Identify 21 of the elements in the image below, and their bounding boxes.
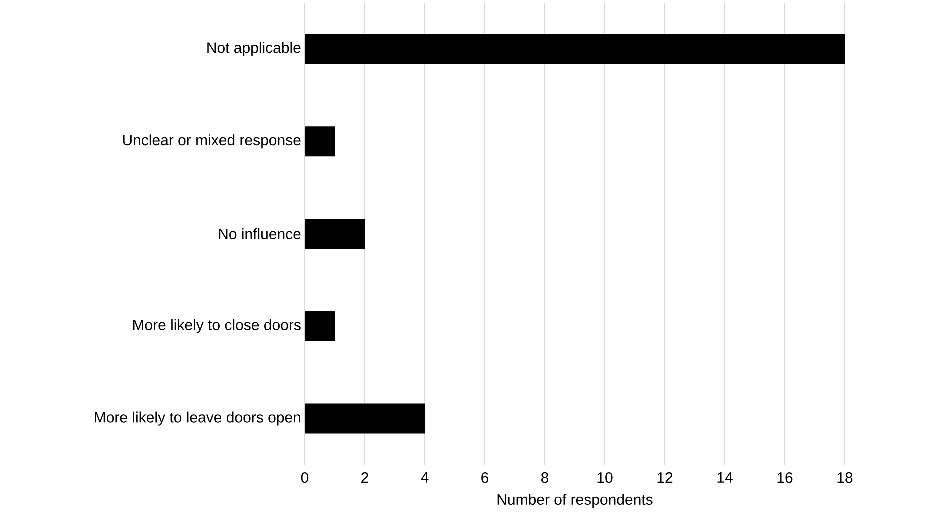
x-tick-label: 12 — [658, 472, 673, 483]
x-tick-label: 10 — [598, 472, 613, 484]
y-tick-label: Not applicable — [208, 42, 301, 56]
bar — [305, 126, 336, 157]
bar — [305, 404, 426, 434]
x-tick-label: 0 — [301, 472, 309, 484]
x-axis-title: Number of respondents — [498, 494, 653, 508]
bar — [305, 218, 366, 249]
x-tick-label: 6 — [482, 472, 489, 484]
bar — [305, 311, 336, 342]
y-tick-label: More likely to leave doors open — [95, 412, 300, 426]
x-tick-label: 8 — [541, 472, 549, 484]
y-tick-label: No influence — [219, 228, 301, 240]
x-tick-label: 14 — [718, 472, 733, 483]
y-tick-label: More likely to close doors — [133, 319, 301, 334]
x-tick-label: 4 — [421, 472, 429, 483]
bar — [305, 34, 845, 64]
x-tick-label: 18 — [838, 472, 853, 484]
y-tick-label: Unclear or mixed response — [123, 134, 301, 149]
x-tick-label: 16 — [778, 472, 793, 484]
x-tick-label: 2 — [362, 472, 368, 483]
